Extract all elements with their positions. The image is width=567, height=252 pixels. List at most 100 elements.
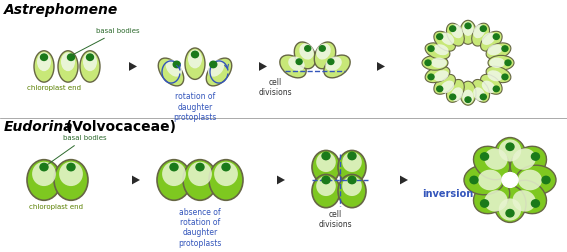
Circle shape — [328, 59, 334, 65]
Ellipse shape — [494, 138, 526, 174]
Circle shape — [470, 176, 478, 184]
Ellipse shape — [158, 58, 184, 86]
Circle shape — [174, 61, 180, 68]
Ellipse shape — [464, 165, 504, 195]
Polygon shape — [132, 176, 140, 184]
Ellipse shape — [299, 43, 314, 59]
Circle shape — [428, 74, 434, 80]
Circle shape — [480, 26, 486, 32]
Ellipse shape — [451, 24, 463, 38]
Ellipse shape — [486, 43, 511, 59]
Ellipse shape — [61, 52, 75, 71]
Circle shape — [506, 209, 514, 217]
Ellipse shape — [166, 59, 182, 77]
Ellipse shape — [314, 42, 336, 69]
Ellipse shape — [482, 33, 496, 45]
Circle shape — [542, 176, 550, 184]
Ellipse shape — [463, 21, 473, 36]
Ellipse shape — [473, 146, 510, 180]
Text: chloroplast end: chloroplast end — [29, 204, 83, 210]
Circle shape — [493, 34, 500, 39]
Ellipse shape — [316, 43, 331, 59]
Polygon shape — [277, 176, 285, 184]
Ellipse shape — [59, 162, 83, 186]
Text: basal bodies: basal bodies — [46, 135, 107, 166]
Circle shape — [481, 200, 489, 207]
Ellipse shape — [425, 66, 450, 83]
Ellipse shape — [513, 148, 536, 170]
Circle shape — [304, 46, 311, 51]
Circle shape — [210, 61, 217, 68]
Ellipse shape — [488, 70, 502, 81]
Circle shape — [296, 59, 302, 65]
Ellipse shape — [482, 81, 496, 93]
Ellipse shape — [338, 174, 366, 208]
Ellipse shape — [58, 51, 78, 82]
Ellipse shape — [484, 148, 507, 170]
Ellipse shape — [518, 170, 542, 190]
Circle shape — [319, 46, 325, 51]
Circle shape — [437, 34, 443, 39]
Ellipse shape — [80, 51, 100, 82]
Circle shape — [450, 94, 456, 100]
Ellipse shape — [422, 55, 448, 70]
Circle shape — [348, 152, 356, 160]
Ellipse shape — [425, 43, 450, 59]
Ellipse shape — [460, 20, 476, 44]
Circle shape — [322, 176, 330, 184]
Ellipse shape — [488, 44, 502, 55]
Text: chloroplast end: chloroplast end — [27, 85, 81, 91]
Ellipse shape — [324, 55, 350, 78]
Ellipse shape — [481, 74, 502, 94]
Text: cell
divisions: cell divisions — [318, 209, 352, 229]
Ellipse shape — [513, 190, 536, 212]
Polygon shape — [129, 62, 137, 71]
Ellipse shape — [188, 162, 212, 186]
Circle shape — [531, 200, 539, 207]
Ellipse shape — [441, 81, 454, 93]
Ellipse shape — [494, 185, 526, 223]
Circle shape — [502, 74, 508, 80]
Circle shape — [196, 163, 204, 171]
Text: inversion: inversion — [422, 189, 473, 199]
Ellipse shape — [162, 162, 186, 186]
Polygon shape — [400, 176, 408, 184]
Text: Astrephomene: Astrephomene — [4, 3, 119, 17]
Circle shape — [505, 60, 511, 66]
Ellipse shape — [288, 56, 304, 71]
Text: cell
divisions: cell divisions — [258, 78, 292, 97]
Circle shape — [502, 46, 508, 51]
Ellipse shape — [83, 52, 97, 71]
Ellipse shape — [316, 152, 336, 172]
Ellipse shape — [325, 56, 342, 71]
Ellipse shape — [209, 160, 243, 200]
Circle shape — [425, 60, 431, 66]
Ellipse shape — [510, 180, 547, 214]
Text: rotation of
daughter
protoplasts: rotation of daughter protoplasts — [174, 92, 217, 122]
Circle shape — [531, 153, 539, 160]
Ellipse shape — [481, 31, 502, 51]
Ellipse shape — [510, 146, 547, 180]
Text: basal bodies: basal bodies — [70, 28, 139, 56]
Ellipse shape — [472, 23, 489, 46]
Ellipse shape — [434, 44, 448, 55]
Circle shape — [465, 23, 471, 29]
Ellipse shape — [37, 52, 51, 71]
Ellipse shape — [489, 58, 505, 68]
Ellipse shape — [316, 176, 336, 196]
Ellipse shape — [463, 90, 473, 104]
Circle shape — [437, 86, 443, 92]
Ellipse shape — [185, 48, 205, 79]
Ellipse shape — [338, 150, 366, 184]
Circle shape — [506, 143, 514, 150]
Ellipse shape — [214, 162, 238, 186]
Ellipse shape — [446, 79, 464, 102]
Ellipse shape — [499, 198, 521, 220]
Ellipse shape — [460, 81, 476, 105]
Ellipse shape — [473, 180, 510, 214]
Ellipse shape — [434, 70, 448, 81]
Text: Eudorina: Eudorina — [4, 120, 74, 134]
Ellipse shape — [451, 87, 463, 101]
Ellipse shape — [188, 50, 202, 68]
Circle shape — [502, 173, 518, 187]
